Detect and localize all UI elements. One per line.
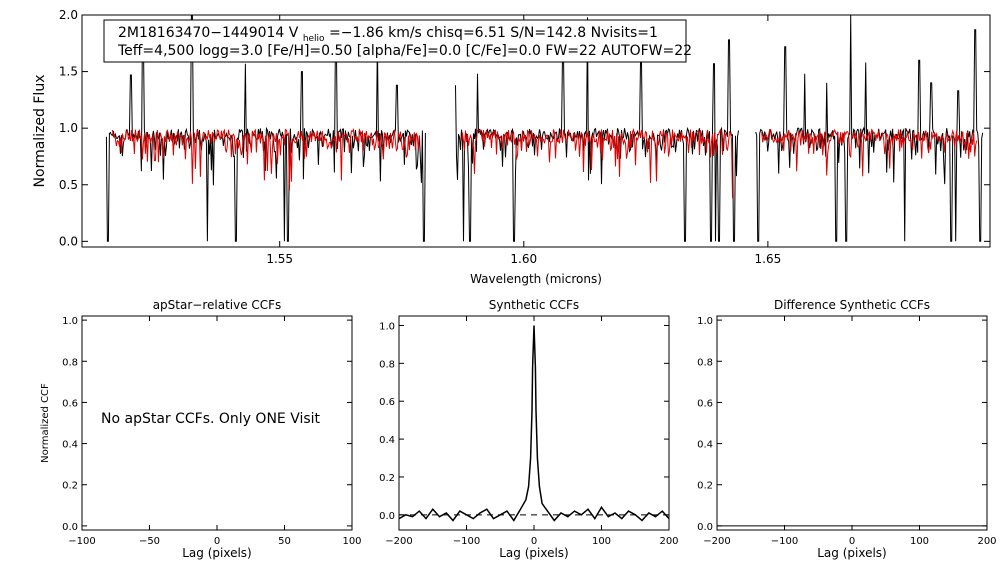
spectrum-x-tick-label: 1.65	[755, 252, 782, 266]
spectrum-x-tick-label: 1.60	[510, 252, 537, 266]
difference-ccf-x-tick-label: 100	[910, 536, 929, 547]
no-ccf-message: No apStar CCFs. Only ONE Visit	[101, 411, 321, 427]
apstar-ccf-x-tick-label: −50	[139, 536, 160, 547]
apstar-ccf-y-tick-label: 0.8	[62, 357, 78, 368]
synthetic-ccf-x-axis-title: Lag (pixels)	[499, 546, 569, 560]
difference-ccf-y-tick-label: 0.6	[697, 398, 713, 409]
difference-ccf-panel: −200 −100 0 100 200 0.0 0.2 0.4 0.6 0.8 1.0 Differe…	[697, 298, 996, 560]
synthetic-ccf-y-tick-label: 0.0	[379, 511, 395, 522]
apstar-ccf-x-axis-title: Lag (pixels)	[182, 546, 252, 560]
difference-ccf-x-tick-label: 200	[977, 536, 996, 547]
synthetic-ccf-x-tick-label: 200	[659, 536, 678, 547]
apstar-ccf-y-tick-label: 0.4	[62, 440, 78, 451]
difference-ccf-y-tick-label: 0.0	[697, 522, 713, 533]
difference-ccf-x-axis-title: Lag (pixels)	[817, 546, 887, 560]
synthetic-ccf-y-tick-label: 0.2	[379, 473, 395, 484]
synthetic-ccf-series-line-1	[398, 325, 670, 522]
star-info-box: 2M18163470−1449014 V helio =−1.86 km/s c…	[103, 19, 692, 63]
difference-ccf-y-tick-label: 0.8	[697, 357, 713, 368]
synthetic-ccf-x-tick-label: −100	[453, 536, 480, 547]
synthetic-ccf-y-tick-label: 0.6	[379, 397, 395, 408]
star-info-v-subscript: helio	[303, 34, 325, 44]
star-info-v-symbol: V	[289, 25, 299, 41]
star-info-id-velocity: 2M18163470−1449014	[118, 25, 284, 41]
apstar-ccf-y-tick-label: 1.0	[62, 316, 78, 327]
difference-ccf-x-tick-label: 0	[849, 536, 855, 547]
spectrum-y-tick-label: 0.0	[59, 234, 78, 248]
difference-ccf-title: Difference Synthetic CCFs	[774, 298, 930, 312]
apstar-ccf-y-tick-label: 0.0	[62, 522, 78, 533]
spectrum-y-axis-title: Normalized Flux	[32, 75, 48, 188]
apstar-ccf-x-tick-label: 0	[214, 536, 220, 547]
spectrum-y-tick-label: 1.5	[59, 65, 78, 79]
spectrum-y-tick-label: 2.0	[59, 8, 78, 22]
spectrum-frame	[81, 14, 991, 248]
difference-ccf-y-tick-label: 1.0	[697, 316, 713, 327]
spectrum-x-axis-title: Wavelength (microns)	[470, 272, 602, 286]
svg-text:2M18163470−1449014: 2M18163470−1449014 V helio =−1.86 km/s c…	[118, 25, 658, 45]
synthetic-ccf-x-tick-label: 0	[531, 536, 537, 547]
apstar-ccf-panel: −100 −50 0 50 100 0.0 0.2 0.4 0.6 0.8 1.0 apStar−re…	[40, 298, 362, 560]
difference-ccf-frame	[716, 315, 988, 531]
spectrum-y-tick-label: 0.5	[59, 178, 78, 192]
apstar-ccf-y-axis-title: Normalized CCF	[40, 383, 51, 463]
difference-ccf-y-tick-label: 0.2	[697, 481, 713, 492]
difference-ccf-x-tick-label: −200	[703, 536, 730, 547]
apstar-ccf-y-tick-label: 0.6	[62, 398, 78, 409]
spectrum-panel: 1.55 1.60 1.65 0.0 0.5 1.0 1.5 2.0 Wavelength (m…	[32, 8, 991, 286]
spectrum-model-chip-2	[461, 127, 733, 199]
spectrum-x-tick-label: 1.55	[266, 252, 293, 266]
difference-ccf-x-tick-label: −100	[771, 536, 798, 547]
synthetic-ccf-frame	[398, 315, 670, 531]
difference-ccf-y-tick-label: 0.4	[697, 440, 713, 451]
spectrum-model-chip-3	[761, 128, 978, 177]
synthetic-ccf-y-tick-label: 0.8	[379, 359, 395, 370]
synthetic-ccf-x-tick-label: 100	[592, 536, 611, 547]
spectrum-observed-chip-3	[755, 15, 984, 242]
spectrum-model-chip-1	[111, 127, 420, 191]
apstar-ccf-y-tick-label: 0.2	[62, 481, 78, 492]
apstar-ccf-x-tick-label: 100	[342, 536, 361, 547]
apstar-ccf-title: apStar−relative CCFs	[153, 298, 282, 312]
synthetic-ccf-y-tick-label: 1.0	[379, 321, 395, 332]
synthetic-ccf-panel: −200 −100 0 100 200 0.0 0.2 0.4 0.6 0.8 1.0 Synthet…	[379, 298, 678, 560]
spectrum-y-tick-label: 1.0	[59, 121, 78, 135]
apstar-ccf-x-tick-label: 50	[278, 536, 291, 547]
synthetic-ccf-title: Synthetic CCFs	[489, 298, 579, 312]
star-info-parameters: Teff=4,500 logg=3.0 [Fe/H]=0.50 [alpha/F…	[117, 43, 692, 59]
synthetic-ccf-y-tick-label: 0.4	[379, 435, 395, 446]
apstar-ccf-x-tick-label: −100	[68, 536, 95, 547]
star-info-velocity-stats: =−1.86 km/s chisq=6.51 S/N=142.8 Nvisits…	[329, 25, 658, 41]
synthetic-ccf-x-tick-label: −200	[385, 536, 412, 547]
